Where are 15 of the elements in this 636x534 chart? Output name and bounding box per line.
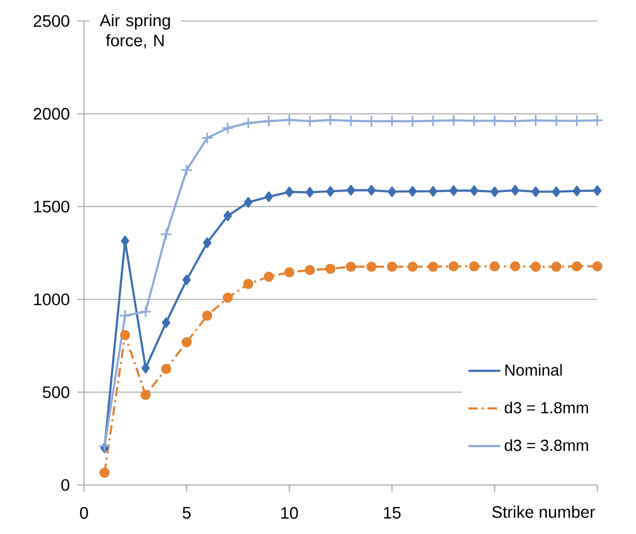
x-axis-title: Strike number — [492, 506, 595, 518]
x-tick-label: 15 — [384, 507, 401, 519]
x-tick-label: 10 — [281, 507, 298, 519]
x-tick-label: 5 — [182, 507, 191, 519]
x-tick-label: 0 — [80, 507, 88, 519]
legend-label: d3 = 3.8mm — [504, 439, 588, 451]
y-tick-label: 2500 — [34, 15, 70, 27]
legend-label: Nominal — [505, 364, 562, 376]
y-tick-label: 0 — [61, 479, 70, 491]
y-axis-title: Air spring force, N — [100, 14, 170, 48]
y-tick-label: 500 — [42, 386, 70, 398]
y-tick-label: 1000 — [34, 294, 70, 306]
y-tick-label: 2000 — [34, 108, 70, 120]
legend-label: d3 = 1.8mm — [504, 402, 588, 414]
y-tick-label: 1500 — [34, 200, 70, 212]
